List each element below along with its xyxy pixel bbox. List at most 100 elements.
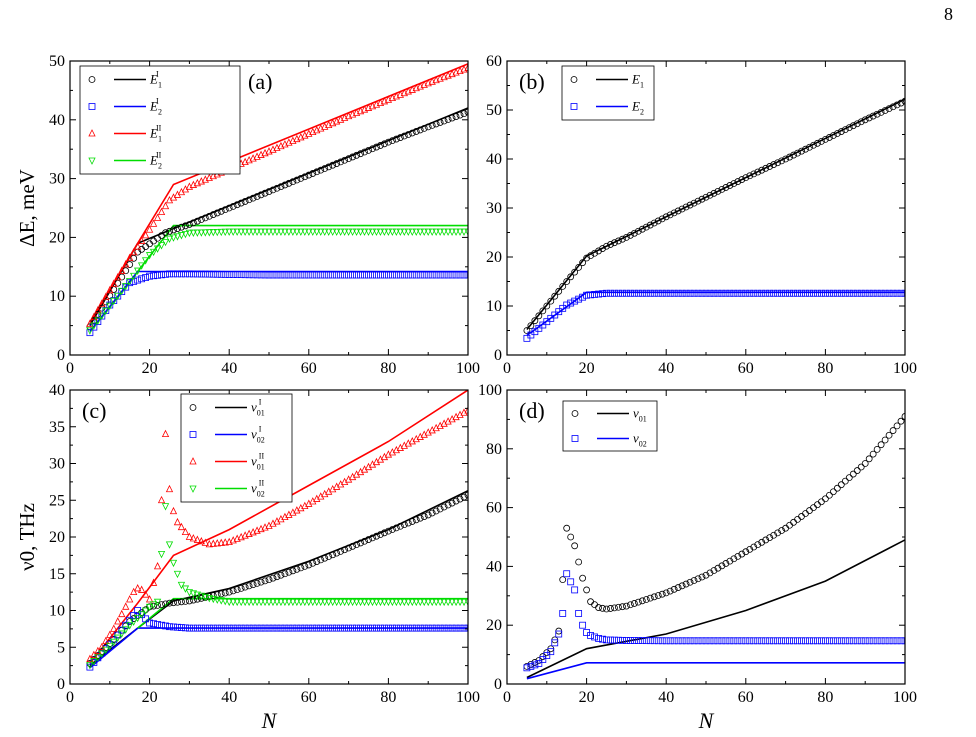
data-point-b-3-11-2 [869,289,877,297]
data-point-d-3-12-1 [607,636,614,644]
data-point-c-7-16-6 [448,598,456,607]
x-tick-label-a-4: 80 [380,360,396,377]
data-point-d-3-17 [782,637,789,645]
data-point-d-2-5 [571,542,579,550]
data-point-c-6-11 [169,506,178,515]
data-point-a-4-7-4 [361,148,368,156]
data-point-a-6-12 [464,63,468,71]
data-point-d-2-13-4 [758,538,766,546]
data-point-a-4-2-3 [174,225,181,232]
x-tick-label-c-5: 100 [456,689,480,706]
data-point-a-5-10-2 [392,271,400,279]
data-point-b-2-8-2 [750,170,758,178]
data-point-a-7-7-5 [285,228,293,236]
data-point-d-2-15-8 [853,467,861,474]
data-point-a-7-10 [384,228,393,236]
data-point-d-2-12-5 [722,560,730,567]
data-point-a-5-0 [86,329,94,337]
y-tick-label-a-4: 40 [49,112,65,129]
data-point-c-4-8-9 [341,546,349,554]
data-point-a-4-5-6 [289,178,297,186]
data-point-d-2-5-1 [575,558,583,566]
data-point-c-7-3-1 [149,601,158,609]
data-point-c-4-9-9 [381,529,388,537]
data-point-d-2-13 [742,548,750,556]
data-point-d-2-11-6 [686,578,694,586]
data-point-c-5-11-4 [361,624,368,632]
data-point-c-7-15-4 [400,598,408,607]
data-point-d-2-6 [579,574,587,582]
data-point-b-2-7-9 [738,176,746,183]
data-point-d-2-10-8 [654,592,662,599]
data-point-c-6-5 [134,584,142,592]
data-point-d-2-7-1 [591,601,598,609]
data-point-c-7-13 [305,598,313,607]
data-point-b-2-2-3 [575,263,583,271]
y-tick-label-c-4: 20 [49,529,65,546]
data-point-d-2-10-6 [646,594,654,602]
plot-area-b [523,97,905,342]
x-tick-label-d-3: 60 [738,689,754,706]
data-point-b-3-4-4 [619,289,626,297]
data-point-a-7-1 [106,302,114,311]
data-point-a-5-10-1 [388,271,396,279]
legend-label-a-0: E1I [149,70,162,90]
data-point-d-3-1 [535,660,543,667]
data-point-c-5-9-1 [269,624,277,632]
data-point-a-4-9-4 [440,117,448,125]
data-point-c-5-12 [384,624,392,632]
data-point-c-6-3 [122,602,130,610]
data-point-c-7-11-4 [241,598,249,607]
data-point-a-4-5-8 [297,174,305,182]
data-point-d-3-17-7 [810,637,817,645]
data-point-d-3-19-7 [889,637,897,645]
data-point-b-3-4 [603,289,610,297]
data-point-b-3-9-9 [818,289,825,297]
data-point-c-4-9-8 [377,531,384,538]
data-point-b-3-7 [702,289,710,297]
data-point-b-3-4-3 [615,289,622,297]
data-point-c-7-13-6 [329,598,337,607]
data-point-c-5-11 [345,624,353,632]
data-point-c-5-10-2 [313,624,321,632]
data-point-b-3-11-5 [881,289,889,297]
data-point-c-5-6-1 [170,623,177,631]
data-point-b-2-9-6 [806,143,813,151]
data-point-b-2-8-7 [770,161,778,168]
data-point-b-2-8-5 [762,164,770,172]
data-point-a-4-4-5 [245,196,253,204]
series-line-d-0 [526,539,905,679]
data-point-a-4-4-4 [241,198,249,205]
data-point-a-6-1-3 [118,266,126,274]
series-line-a-3 [137,224,468,272]
data-point-d-2-11 [662,589,670,597]
data-point-a-4-5-7 [293,176,301,184]
data-point-a-5-11-5 [444,271,452,279]
data-point-c-4-11-4 [440,503,448,511]
data-point-c-5-13-8 [456,624,464,632]
data-point-d-2-16-3 [873,445,881,453]
data-point-a-5-8-3 [317,271,325,279]
data-point-d-2-9 [603,605,610,613]
data-point-a-4-9-1 [428,121,436,129]
data-point-c-7-13-5 [325,598,333,607]
data-point-b-2-9-2 [790,151,797,159]
data-point-a-4-3-2 [193,217,201,225]
data-point-c-6-1-2 [106,630,114,638]
data-point-c-5-12-5 [404,624,412,632]
y-tick-label-a-5: 50 [49,53,65,70]
data-point-c-4-4-2 [174,598,181,606]
data-point-d-3-16-3 [754,637,762,645]
data-point-c-5-8 [225,624,233,632]
data-point-b-2-9-5 [802,145,809,153]
data-point-b-3-2-4 [579,293,587,301]
data-point-c-4-6-1 [229,587,237,595]
data-point-d-3-0 [523,664,531,672]
data-point-c-5-6-3 [178,624,185,631]
legend-marker-a-1 [88,103,96,110]
data-point-d-3-14-3 [674,637,682,645]
data-point-a-6-5 [185,182,194,190]
data-point-b-3-8-2 [750,289,758,297]
data-point-c-5-7 [185,624,193,632]
